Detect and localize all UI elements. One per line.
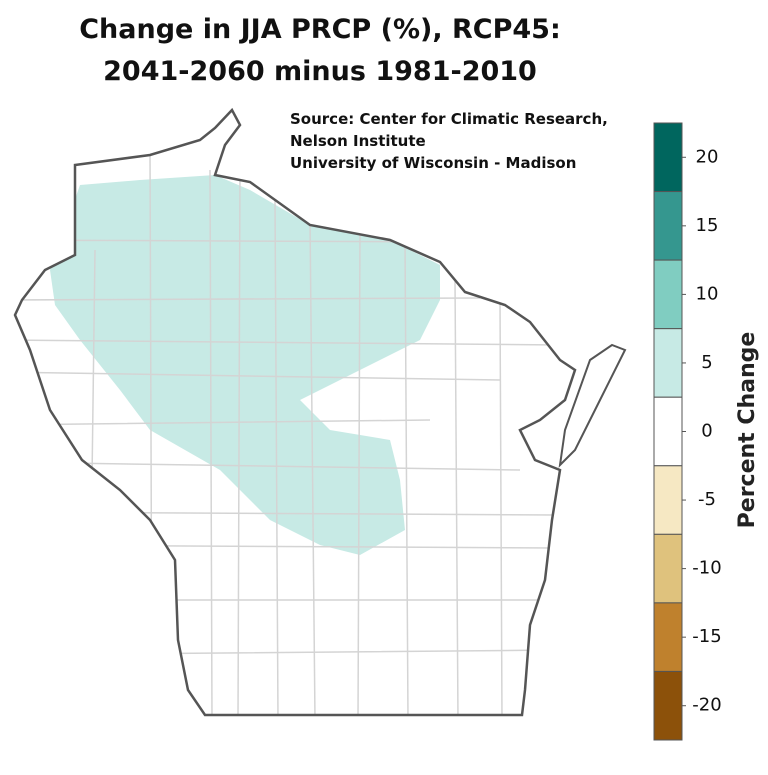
colorbar-bin <box>653 191 683 261</box>
county-lines <box>15 149 561 715</box>
source-line: Nelson Institute <box>290 132 426 150</box>
colorbar-tick-label: -10 <box>692 558 721 579</box>
colorbar-tick-label: 5 <box>701 352 712 373</box>
colorbar-bin <box>653 465 683 535</box>
state-outline <box>13 107 577 717</box>
colorbar-bin <box>653 396 683 467</box>
colorbar-tick-label: -20 <box>692 695 721 716</box>
colorbar-tick-label: 20 <box>696 146 719 167</box>
colorbar-bin <box>653 670 683 741</box>
colorbar-tick-label: -15 <box>692 626 721 647</box>
colorbar-tick-label: 10 <box>696 283 719 304</box>
colorbar-bin <box>653 328 683 398</box>
source-line: Source: Center for Climatic Research, <box>290 110 608 128</box>
title-line-1: Change in JJA PRCP (%), RCP45: <box>79 14 561 45</box>
colorbar-bin <box>653 259 683 330</box>
colorbar-bin <box>653 122 683 193</box>
colorbar-label: Percent Change <box>735 332 760 529</box>
colorbar-bin <box>653 602 683 672</box>
title-line-2: 2041-2060 minus 1981-2010 <box>103 56 537 87</box>
door-peninsula <box>558 343 627 468</box>
colorbar-bin <box>653 533 683 604</box>
source-line: University of Wisconsin - Madison <box>290 154 576 172</box>
shaded-region <box>50 175 440 555</box>
colorbar-tick-label: 15 <box>696 215 719 236</box>
colorbar-tick-label: 0 <box>701 421 712 442</box>
colorbar-tick-label: -5 <box>698 489 716 510</box>
map <box>15 149 561 715</box>
colorbar: 20 15 10 5 0 -5 -10 -15 -20 <box>653 122 722 741</box>
